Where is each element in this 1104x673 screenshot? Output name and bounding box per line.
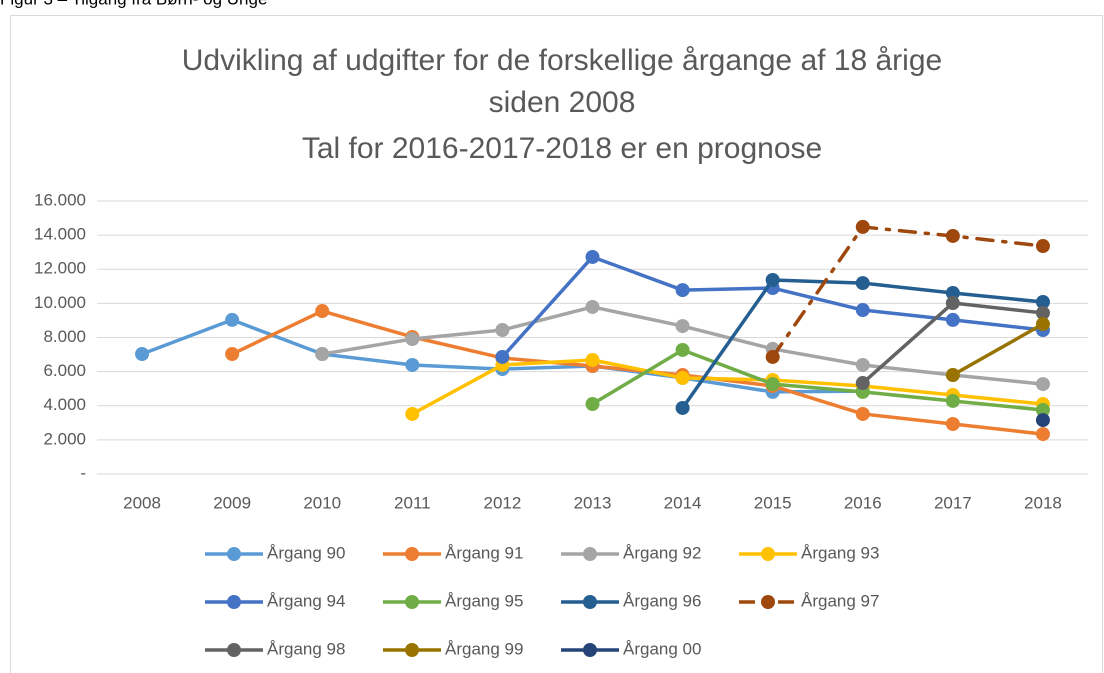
y-tick-label: 10.000 bbox=[34, 293, 86, 312]
data-point bbox=[135, 347, 150, 362]
data-point bbox=[495, 322, 510, 337]
chart-border bbox=[10, 15, 1103, 673]
y-tick-label: 6.000 bbox=[43, 361, 86, 380]
legend-marker bbox=[761, 547, 775, 561]
legend-marker bbox=[405, 547, 419, 561]
legend-marker bbox=[405, 595, 419, 609]
legend-label: Årgang 91 bbox=[445, 543, 523, 562]
data-point bbox=[1035, 239, 1050, 254]
data-point bbox=[405, 332, 420, 347]
data-point bbox=[945, 417, 960, 432]
data-point bbox=[945, 368, 960, 383]
legend-label: Årgang 90 bbox=[267, 543, 345, 562]
data-point bbox=[1035, 427, 1050, 442]
data-point bbox=[1035, 317, 1050, 332]
y-tick-label: 2.000 bbox=[43, 429, 86, 448]
data-point bbox=[1035, 377, 1050, 392]
data-point bbox=[945, 393, 960, 408]
y-tick-label: 16.000 bbox=[34, 190, 86, 209]
data-point bbox=[495, 349, 510, 364]
x-tick-label: 2010 bbox=[303, 493, 341, 512]
chart-title: siden 2008 bbox=[489, 86, 636, 119]
data-point bbox=[945, 296, 960, 311]
data-point bbox=[855, 376, 870, 391]
legend-label: Årgang 95 bbox=[445, 591, 523, 610]
legend-label: Årgang 94 bbox=[267, 591, 345, 610]
y-tick-label: 4.000 bbox=[43, 395, 86, 414]
data-point bbox=[315, 347, 330, 362]
chart-title: Udvikling af udgifter for de forskellige… bbox=[182, 44, 942, 77]
legend-marker bbox=[227, 643, 241, 657]
series-line bbox=[952, 322, 1044, 377]
legend-marker bbox=[583, 547, 597, 561]
x-tick-label: 2015 bbox=[754, 493, 792, 512]
data-point bbox=[855, 276, 870, 291]
data-point bbox=[855, 219, 870, 234]
caption: Figur 3 – Tilgang fra Børn- og Unge bbox=[0, 0, 267, 8]
y-tick-label: - bbox=[80, 463, 86, 482]
data-point bbox=[675, 283, 690, 298]
legend-marker bbox=[583, 643, 597, 657]
data-point bbox=[675, 400, 690, 415]
data-point bbox=[675, 370, 690, 385]
x-tick-label: 2013 bbox=[574, 493, 612, 512]
series-line bbox=[591, 348, 1044, 412]
data-point bbox=[225, 347, 240, 362]
legend-marker bbox=[761, 595, 775, 609]
legend-label: Årgang 99 bbox=[445, 639, 523, 658]
data-point bbox=[765, 377, 780, 392]
x-tick-label: 2008 bbox=[123, 493, 161, 512]
data-point bbox=[765, 272, 780, 287]
legend-label: Årgang 93 bbox=[801, 543, 879, 562]
x-tick-label: 2017 bbox=[934, 493, 972, 512]
data-point bbox=[1035, 295, 1050, 310]
data-point bbox=[585, 299, 600, 314]
data-point bbox=[1035, 403, 1050, 418]
data-point bbox=[945, 285, 960, 300]
data-point bbox=[405, 357, 420, 372]
y-tick-label: 12.000 bbox=[34, 259, 86, 278]
data-point bbox=[1035, 305, 1050, 320]
x-tick-label: 2009 bbox=[213, 493, 251, 512]
data-point bbox=[1035, 413, 1050, 428]
legend-label: Årgang 92 bbox=[623, 543, 701, 562]
legend-label: Årgang 96 bbox=[623, 591, 701, 610]
x-tick-label: 2011 bbox=[394, 493, 431, 512]
x-tick-label: 2018 bbox=[1024, 493, 1062, 512]
data-point bbox=[945, 228, 960, 243]
x-tick-label: 2014 bbox=[664, 493, 702, 512]
legend-label: Årgang 97 bbox=[801, 591, 879, 610]
series-line bbox=[770, 225, 1045, 359]
data-point bbox=[315, 304, 330, 319]
data-point bbox=[585, 397, 600, 412]
data-point bbox=[675, 319, 690, 334]
x-tick-label: 2012 bbox=[483, 493, 521, 512]
data-point bbox=[225, 312, 240, 327]
data-point bbox=[405, 406, 420, 421]
data-point bbox=[765, 349, 780, 364]
y-tick-label: 8.000 bbox=[43, 327, 86, 346]
chart-title: Tal for 2016-2017-2018 er en prognose bbox=[302, 132, 822, 165]
data-point bbox=[855, 406, 870, 421]
legend-label: Årgang 98 bbox=[267, 639, 345, 658]
legend-marker bbox=[405, 643, 419, 657]
data-point bbox=[945, 312, 960, 327]
legend-marker bbox=[227, 547, 241, 561]
data-point bbox=[675, 342, 690, 357]
x-tick-label: 2016 bbox=[844, 493, 882, 512]
y-tick-label: 14.000 bbox=[34, 225, 86, 244]
data-point bbox=[585, 353, 600, 368]
series-line bbox=[411, 358, 1044, 416]
legend-label: Årgang 00 bbox=[623, 639, 701, 658]
legend-marker bbox=[583, 595, 597, 609]
legend-marker bbox=[227, 595, 241, 609]
data-point bbox=[855, 357, 870, 372]
data-point bbox=[855, 303, 870, 318]
data-point bbox=[585, 249, 600, 264]
